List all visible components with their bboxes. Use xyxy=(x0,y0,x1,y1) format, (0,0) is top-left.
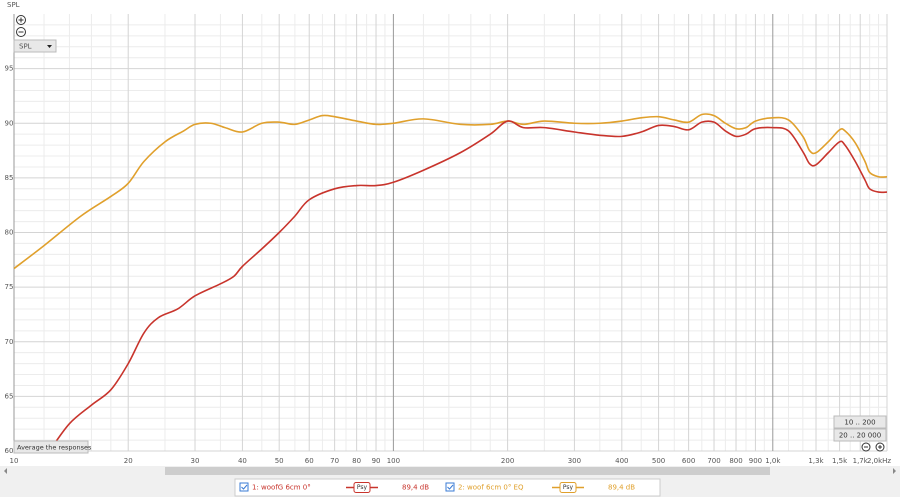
zoom-out-icon[interactable] xyxy=(861,442,871,452)
x-tick-label: 1,3k xyxy=(808,457,824,465)
dropdown[interactable]: SPL xyxy=(13,39,57,53)
y-tick-label: 80 xyxy=(5,229,14,237)
x-tick-label: 1,7k xyxy=(853,457,869,465)
checkmark xyxy=(447,484,454,490)
smoothing-badge xyxy=(559,482,577,493)
y-tick-label: 75 xyxy=(5,283,14,291)
x-tick-label: 300 xyxy=(568,457,581,465)
x-tick-label: 400 xyxy=(615,457,628,465)
x-tick-label: 70 xyxy=(330,457,339,465)
range-button-label: 20 .. 20 000 xyxy=(839,432,881,440)
x-tick-label: 700 xyxy=(707,457,720,465)
range-button[interactable]: 20 .. 20 000 xyxy=(833,428,887,442)
range-button-label: 10 .. 200 xyxy=(844,419,875,427)
checkmark xyxy=(241,484,248,490)
smoothing-label: Psy xyxy=(357,484,368,491)
zoom-out-icon[interactable] xyxy=(16,27,26,37)
x-tick-label: 100 xyxy=(387,457,400,465)
x-tick-label: 500 xyxy=(652,457,665,465)
y-tick-label: 85 xyxy=(5,174,14,182)
x-tick-label: 600 xyxy=(682,457,695,465)
x-tick-label: 50 xyxy=(275,457,284,465)
x-tick-label: 800 xyxy=(729,457,742,465)
x-tick-label: 200 xyxy=(501,457,514,465)
y-tick-label: 90 xyxy=(5,119,14,127)
legend-label: 1: woofG 6cm 0° xyxy=(252,484,311,492)
x-tick-label: 90 xyxy=(372,457,381,465)
zoom-in-icon[interactable] xyxy=(16,15,26,25)
y-tick-label: 60 xyxy=(5,447,14,455)
zoom-in-icon[interactable] xyxy=(875,442,885,452)
scrollbar[interactable] xyxy=(0,466,900,476)
x-tick-label: 1,0k xyxy=(765,457,781,465)
x-tick-label: 30 xyxy=(191,457,200,465)
x-tick-label: 20 xyxy=(124,457,133,465)
x-tick-label: 900 xyxy=(749,457,762,465)
legend-label: 2: woof 6cm 0° EQ xyxy=(458,484,524,492)
y-tick-label: 65 xyxy=(5,392,14,400)
legend: 1: woofG 6cm 0° Psy 89,4 dB 2: woof 6cm 0° … xyxy=(239,482,635,493)
x-tick-label: 40 xyxy=(238,457,247,465)
dropdown-label: SPL xyxy=(19,43,32,51)
legend-readout: 89,4 dB xyxy=(402,484,429,492)
grid xyxy=(13,14,888,452)
y-tick-label: 95 xyxy=(5,65,14,73)
range-button[interactable]: 10 .. 200 xyxy=(833,415,887,429)
response-curve xyxy=(13,113,888,270)
average-button[interactable]: Average the responses xyxy=(13,440,92,454)
x-tick-label: 60 xyxy=(305,457,314,465)
smoothing-badge xyxy=(353,482,371,493)
y-axis-label: SPL xyxy=(7,1,20,9)
checkbox[interactable] xyxy=(445,482,455,492)
x-tick-label: 80 xyxy=(352,457,361,465)
average-button-label: Average the responses xyxy=(17,444,92,452)
response-curve xyxy=(48,120,888,452)
curves xyxy=(13,113,888,452)
legend-entry[interactable]: 2: woof 6cm 0° EQ Psy 89,4 dB xyxy=(445,482,635,493)
checkbox[interactable] xyxy=(239,482,249,492)
legend-readout: 89,4 dB xyxy=(608,484,635,492)
x-tick-label: 1,5k xyxy=(832,457,848,465)
legend-entry[interactable]: 1: woofG 6cm 0° Psy 89,4 dB xyxy=(239,482,429,493)
smoothing-label: Psy xyxy=(563,484,574,491)
y-tick-label: 70 xyxy=(5,338,14,346)
x-tick-label: 2,0kHz xyxy=(867,457,891,465)
x-tick-label: 10 xyxy=(10,457,19,465)
